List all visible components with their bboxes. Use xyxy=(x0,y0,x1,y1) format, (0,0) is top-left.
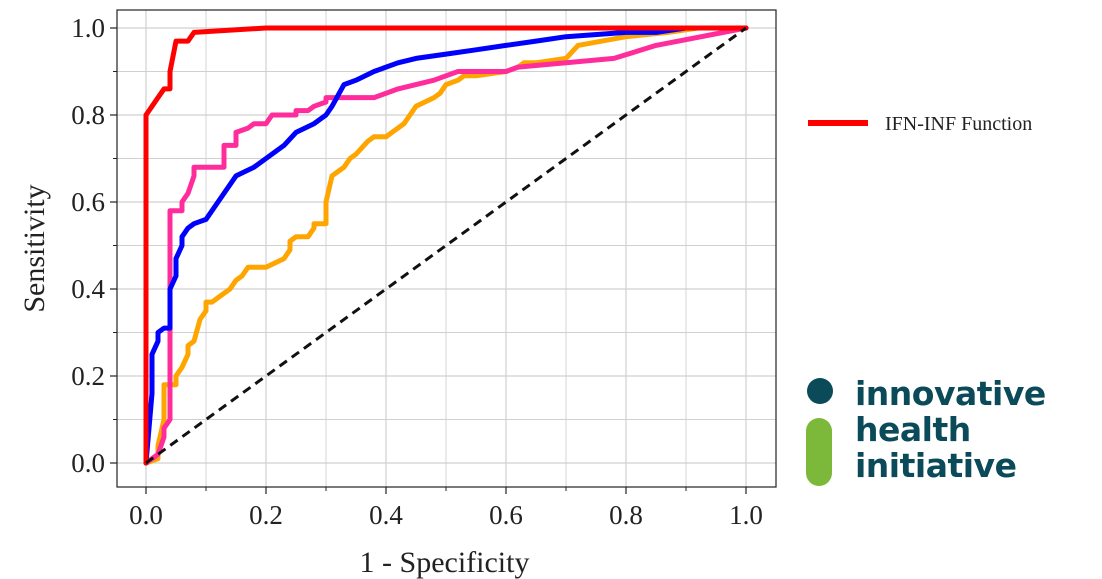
legend: IFN-INF Function xyxy=(808,113,1032,135)
y-tick-label: 0.0 xyxy=(71,448,105,478)
logo-line-3: initiative xyxy=(855,446,1017,485)
plot-frame xyxy=(116,9,777,488)
axis-ticks: 0.0 0.2 0.4 0.6 0.8 1.0 0.0 0.2 0.4 0.6 0.8 1.0 xyxy=(71,13,763,530)
y-tick-label: 0.6 xyxy=(71,187,105,217)
y-axis-label: Sensitivity xyxy=(18,184,51,312)
legend-label: IFN-INF Function xyxy=(885,113,1032,135)
series-layer xyxy=(143,25,749,466)
series-line-4 xyxy=(143,25,749,466)
logo-line-2: health xyxy=(855,410,971,449)
grid-lines xyxy=(117,10,776,487)
y-tick-label: 1.0 xyxy=(71,13,105,43)
x-axis-label: 1 - Specificity xyxy=(360,546,530,579)
series-line-1 xyxy=(143,25,749,466)
x-tick-label: 0.0 xyxy=(129,500,163,530)
x-tick-label: 1.0 xyxy=(729,500,763,530)
y-tick-label: 0.8 xyxy=(71,100,105,130)
series-line-2 xyxy=(143,25,749,466)
innovative-health-initiative-logo: innovative health initiative xyxy=(803,376,1063,496)
x-tick-label: 0.6 xyxy=(489,500,523,530)
x-tick-label: 0.8 xyxy=(609,500,643,530)
logo-pill-icon xyxy=(806,418,832,486)
diagonal-reference-line xyxy=(145,26,747,465)
y-tick-label: 0.4 xyxy=(71,274,105,304)
logo-wordmark: innovative health initiative xyxy=(855,376,1046,484)
y-tick-label: 0.2 xyxy=(71,361,105,391)
logo-dot-icon xyxy=(807,378,833,404)
x-tick-label: 0.2 xyxy=(249,500,283,530)
series-line-3 xyxy=(143,25,749,466)
x-tick-label: 0.4 xyxy=(369,500,403,530)
logo-line-1: innovative xyxy=(855,374,1046,413)
